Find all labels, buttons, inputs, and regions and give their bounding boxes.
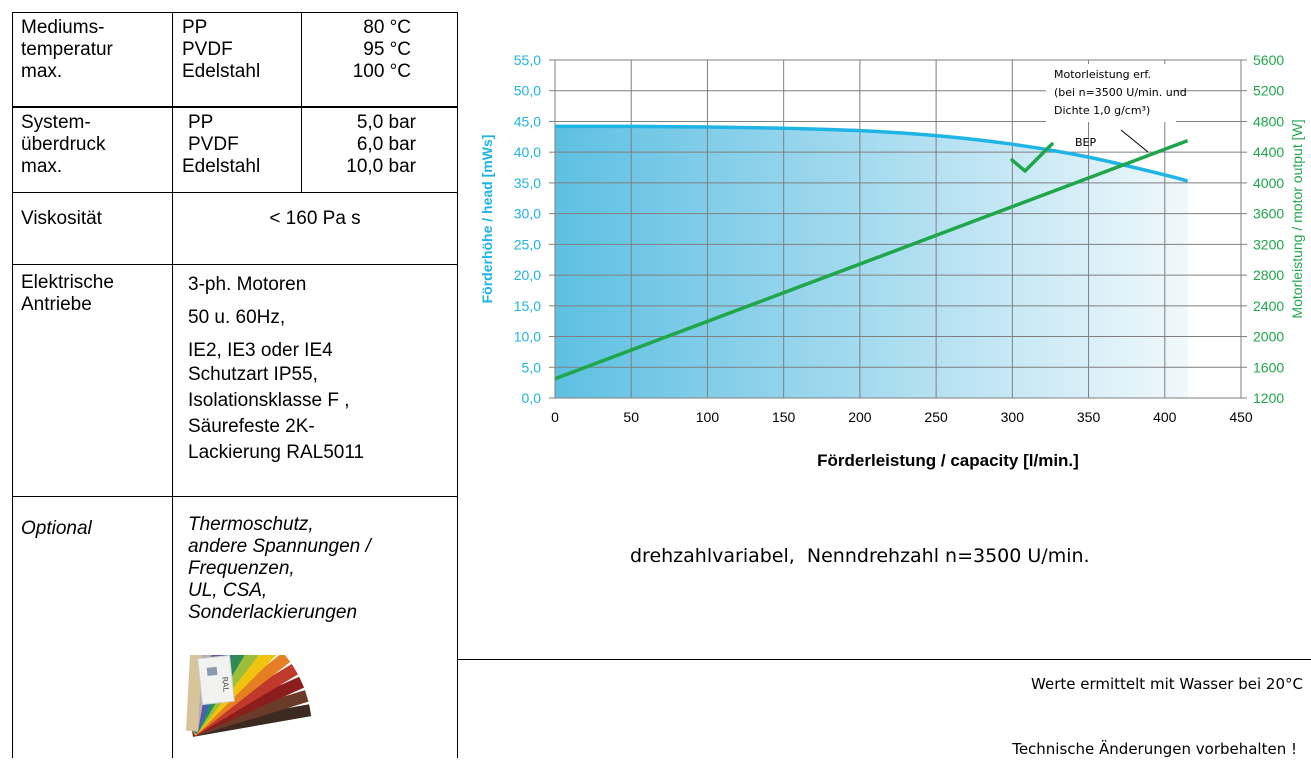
system-pressure-value-pp: 5,0 bar: [356, 112, 416, 133]
motor-note-pointer: [1120, 129, 1149, 153]
x-tick-label: 250: [924, 409, 948, 425]
y-right-tick-label: 4400: [1253, 144, 1284, 160]
y-right-tick-label: 2400: [1253, 298, 1284, 314]
y-right-tick-label: 4000: [1253, 175, 1284, 191]
speed-note: drehzahlvariabel, Nenndrehzahl n=3500 U/…: [630, 545, 1090, 567]
x-tick-label: 450: [1229, 409, 1253, 425]
medium-temp-material-steel: Edelstahl: [182, 61, 261, 82]
system-pressure-value-pvdf: 6,0 bar: [356, 134, 416, 155]
plot-frame: [554, 59, 1242, 399]
viscosity-label: Viskosität: [21, 208, 102, 229]
system-pressure-material-steel: Edelstahl: [182, 156, 261, 177]
x-tick-label: 400: [1153, 409, 1177, 425]
y-left-tick-label: 15,0: [514, 298, 541, 314]
bep-check-icon: [1010, 142, 1054, 173]
pump-performance-chart: 0 50 100 150 200 250 300 350 400 450 0,0 5,0 10,0 15,…: [479, 52, 1305, 470]
drives-line-2: 50 u. 60Hz,: [188, 307, 286, 328]
optional-label: Optional: [21, 518, 92, 539]
system-pressure-material-pp: PP: [188, 112, 214, 133]
y-right-tick-label: 1600: [1253, 359, 1284, 375]
x-axis-title: Förderleistung / capacity [l/min.]: [817, 451, 1079, 470]
row-divider-1: [12, 106, 458, 108]
medium-temp-material-pp: PP: [182, 17, 208, 38]
viscosity-value: < 160 Pa s: [269, 208, 361, 229]
table-right-border: [457, 12, 458, 758]
y-right-tick-label: 5600: [1253, 52, 1284, 68]
x-tick-label: 0: [551, 409, 559, 425]
head-curve-area: [555, 126, 1188, 399]
y-left-tick-label: 10,0: [514, 329, 541, 345]
ral-fan-strip: [186, 655, 205, 732]
x-tick-label: 200: [848, 409, 872, 425]
y-left-tick-label: 5,0: [522, 359, 542, 375]
table-border-top: [12, 12, 458, 13]
row-divider-3: [12, 264, 458, 265]
medium-temp-value-pp: 80 °C: [363, 17, 411, 38]
y-left-tick-label: 0,0: [522, 390, 542, 406]
motor-output-line: [554, 139, 1189, 381]
y-right-tick-label: 2800: [1253, 267, 1284, 283]
y-right-tick-label: 4800: [1253, 113, 1284, 129]
y-left-tick-label: 45,0: [514, 113, 541, 129]
y-right-tick-label: 3200: [1253, 236, 1284, 252]
x-tick-label: 350: [1077, 409, 1101, 425]
material-value-divider-1: [301, 12, 302, 106]
y-right-tick-label: 2000: [1253, 329, 1284, 345]
y-left-tick-label: 30,0: [514, 206, 541, 222]
y-right-tick-label: 3600: [1253, 206, 1284, 222]
x-tick-label: 100: [696, 409, 720, 425]
drives-line-7: Lackierung RAL5011: [188, 442, 365, 463]
ral-label: RAL: [220, 676, 231, 693]
ral-fan-strip: [190, 704, 312, 737]
y-right-tick-label: 1200: [1253, 390, 1284, 406]
medium-temp-value-pvdf: 95 °C: [363, 39, 411, 60]
bep-label: BEP: [1075, 136, 1096, 149]
system-pressure-label: System- überdruck max.: [21, 112, 106, 177]
material-value-divider-2: [301, 108, 302, 192]
table-col-divider: [172, 12, 173, 758]
medium-temp-value-steel: 100 °C: [352, 61, 411, 82]
motor-note-box: [1046, 64, 1176, 122]
motor-note-text: Motorleistung erf.: [1054, 68, 1151, 81]
y-left-tick-label: 25,0: [514, 236, 541, 252]
y-left-axis-title: Förderhöhe / head [mWs]: [479, 135, 495, 304]
x-tick-label: 50: [623, 409, 639, 425]
drives-label: Elektrische Antriebe: [21, 272, 114, 315]
y-left-tick-label: 20,0: [514, 267, 541, 283]
drives-line-5: Isolationsklasse F ,: [188, 390, 350, 411]
medium-temp-material-pvdf: PVDF: [182, 39, 233, 60]
table-border-left: [12, 12, 13, 758]
row-divider-2: [12, 192, 458, 193]
changes-note: Technische Änderungen vorbehalten !: [1012, 740, 1297, 758]
row-divider-4: [12, 496, 458, 497]
water-note: Werte ermittelt mit Wasser bei 20°C: [1031, 675, 1303, 693]
drives-line-4: Schutzart IP55,: [188, 364, 318, 385]
optional-value: Thermoschutz, andere Spannungen / Freque…: [188, 514, 371, 623]
motor-note-text: Dichte 1,0 g/cm³): [1054, 104, 1150, 117]
bottom-section-divider: [457, 659, 1311, 660]
y-left-tick-label: 50,0: [514, 83, 541, 99]
drives-line-1: 3-ph. Motoren: [188, 274, 307, 295]
medium-temp-label: Mediums- temperatur max.: [21, 17, 113, 82]
ral-color-fan-image: RAL: [186, 655, 312, 737]
motor-note-text: (bei n=3500 U/min. und: [1054, 86, 1187, 99]
y-left-tick-label: 55,0: [514, 52, 541, 68]
y-right-tick-label: 5200: [1253, 83, 1284, 99]
drives-line-6: Säurefeste 2K-: [188, 416, 315, 437]
y-left-tick-label: 35,0: [514, 175, 541, 191]
drives-line-3: IE2, IE3 oder IE4: [188, 340, 333, 361]
x-tick-label: 300: [1001, 409, 1025, 425]
system-pressure-value-steel: 10,0 bar: [346, 156, 416, 177]
x-tick-label: 150: [772, 409, 796, 425]
y-right-axis-title: Motorleistung / motor output [W]: [1289, 119, 1305, 318]
system-pressure-material-pvdf: PVDF: [188, 134, 239, 155]
y-left-tick-label: 40,0: [514, 144, 541, 160]
